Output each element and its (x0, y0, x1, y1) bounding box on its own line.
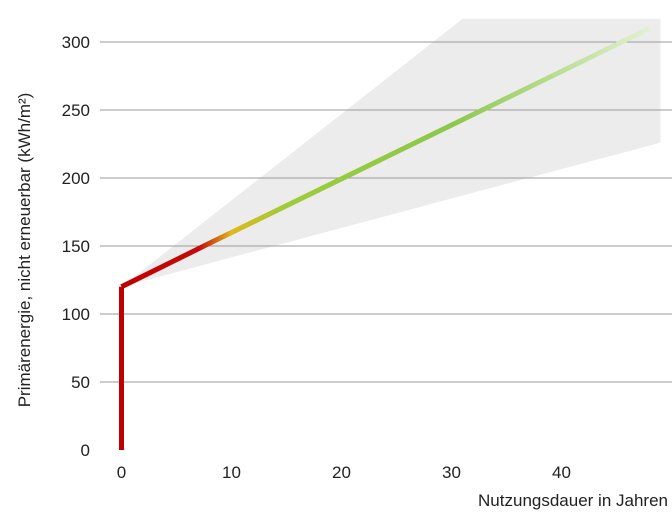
y-axis-title: Primärenergie, nicht erneuerbar (kWh/m²) (15, 93, 34, 408)
series-line (120, 26, 651, 290)
y-tick-label: 200 (62, 169, 90, 188)
x-tick-label: 10 (222, 463, 241, 482)
x-axis-title: Nutzungsdauer in Jahren (478, 491, 668, 510)
y-tick-label: 100 (62, 305, 90, 324)
y-tick-label: 0 (81, 441, 90, 460)
x-tick-label: 0 (117, 463, 126, 482)
x-tick-label: 20 (332, 463, 351, 482)
y-tick-label: 150 (62, 237, 90, 256)
y-tick-label: 250 (62, 101, 90, 120)
x-tick-label: 40 (552, 463, 571, 482)
x-tick-label: 30 (442, 463, 461, 482)
y-tick-label: 300 (62, 33, 90, 52)
y-tick-label: 50 (71, 373, 90, 392)
